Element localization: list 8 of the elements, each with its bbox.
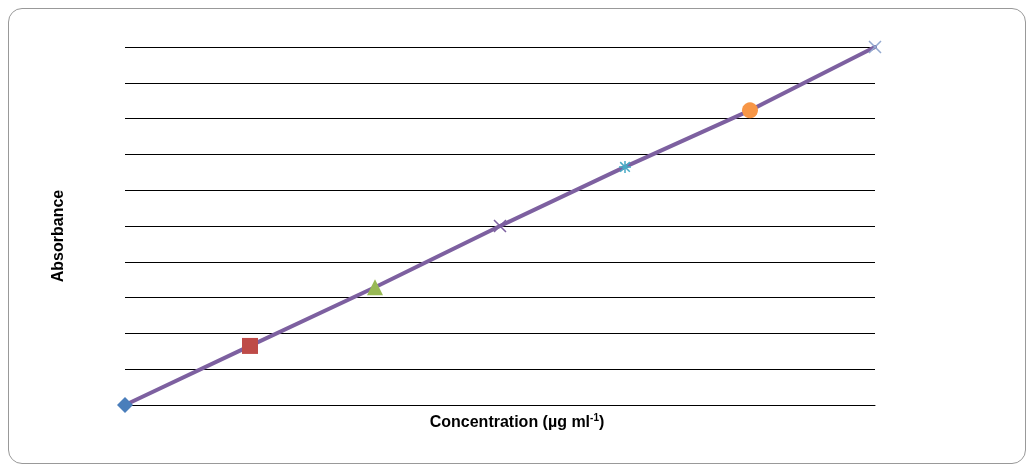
point [117,397,133,413]
point [242,337,258,354]
point [493,219,507,233]
point [868,40,882,54]
point [367,279,383,296]
y-axis-title: Absorbance [48,189,66,283]
point [618,160,632,174]
point [742,102,758,119]
